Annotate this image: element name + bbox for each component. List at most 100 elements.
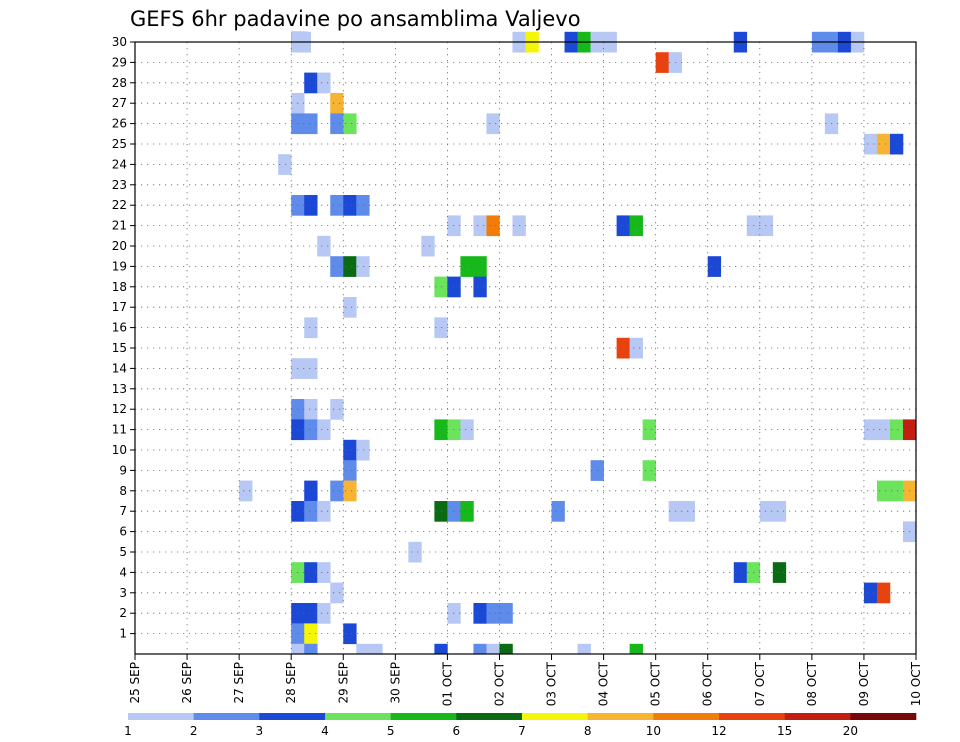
heatmap-cell xyxy=(304,195,318,216)
heatmap-cell xyxy=(343,256,357,277)
heatmap-cell xyxy=(304,623,318,645)
heatmap-cell xyxy=(876,419,891,441)
y-tick-label: 18 xyxy=(112,280,127,294)
heatmap-cell xyxy=(772,562,787,583)
y-tick-label: 29 xyxy=(112,55,127,69)
colorbar-label: 4 xyxy=(321,724,329,738)
y-tick-label: 9 xyxy=(119,463,127,477)
colorbar-segment xyxy=(259,713,326,720)
colorbar: 1 2 3 4 5 6 7 8 10 12 15 20 xyxy=(124,713,917,738)
x-tick-label: 09 OCT xyxy=(857,661,871,706)
heatmap-cell xyxy=(434,643,448,655)
heatmap-cell xyxy=(551,501,565,522)
heatmap-cell xyxy=(317,72,331,94)
heatmap-cell xyxy=(304,419,318,441)
heatmap-cell xyxy=(759,215,774,237)
heatmap-cell xyxy=(460,419,474,441)
heatmap-cell xyxy=(629,643,643,655)
heatmap-cell xyxy=(356,256,370,277)
heatmap-cell xyxy=(473,276,487,298)
colorbar-segment xyxy=(719,713,785,720)
y-tick-label: 13 xyxy=(112,382,127,396)
heatmap-cell xyxy=(291,643,305,655)
heatmap-cell xyxy=(863,133,878,155)
y-tick-label: 5 xyxy=(119,545,127,559)
y-tick-label: 2 xyxy=(119,606,127,620)
colorbar-label: 12 xyxy=(711,724,726,738)
heatmap-cell xyxy=(239,480,253,502)
heatmap-cell xyxy=(304,113,318,135)
y-tick-label: 10 xyxy=(112,443,127,457)
heatmap-cell xyxy=(486,113,500,135)
colorbar-segment xyxy=(522,713,588,720)
heatmap-cell xyxy=(460,501,474,522)
y-tick-label: 20 xyxy=(112,239,127,253)
heatmap-cell xyxy=(616,215,630,237)
heatmap-cell xyxy=(304,562,318,583)
heatmap-cell xyxy=(655,52,669,73)
heatmap-cells xyxy=(239,31,917,655)
x-tick-label: 29 SEP xyxy=(336,662,350,704)
x-tick-label: 10 OCT xyxy=(909,661,923,706)
colorbar-segment xyxy=(193,713,260,720)
heatmap-cell xyxy=(642,460,656,481)
heatmap-cell xyxy=(317,501,331,522)
heatmap-cell xyxy=(330,113,344,135)
x-tick-label: 05 OCT xyxy=(649,661,663,706)
heatmap-cell xyxy=(330,399,344,420)
heatmap-cell xyxy=(343,439,357,461)
heatmap-cell xyxy=(772,501,787,522)
y-axis-ticks: 1234567891011121314151617181920212223242… xyxy=(112,35,135,641)
colorbar-label: 1 xyxy=(124,724,132,738)
x-tick-label: 28 SEP xyxy=(284,662,298,704)
heatmap-cell xyxy=(876,480,891,502)
y-tick-label: 19 xyxy=(112,259,127,273)
grid-lines xyxy=(135,41,916,654)
heatmap-cell xyxy=(408,541,422,563)
heatmap-cell xyxy=(486,603,500,624)
y-tick-label: 23 xyxy=(112,178,127,192)
y-tick-label: 3 xyxy=(119,586,127,600)
heatmap-cell xyxy=(759,501,774,522)
heatmap-cell xyxy=(356,439,370,461)
y-tick-label: 21 xyxy=(112,219,127,233)
heatmap-cell xyxy=(278,154,292,175)
heatmap-cell xyxy=(889,480,904,502)
heatmap-cell xyxy=(317,562,331,583)
colorbar-segment xyxy=(325,713,391,720)
heatmap-cell xyxy=(343,113,357,135)
heatmap-cell xyxy=(876,133,891,155)
heatmap-cell xyxy=(473,603,487,624)
x-tick-label: 30 SEP xyxy=(388,662,402,704)
heatmap-cell xyxy=(330,582,344,604)
heatmap-cell xyxy=(889,133,904,155)
heatmap-cell xyxy=(499,643,513,655)
colorbar-label: 20 xyxy=(843,724,858,738)
colorbar-segment xyxy=(456,713,523,720)
colorbar-segment xyxy=(587,713,654,720)
chart-title: GEFS 6hr padavine po ansamblima Valjevo xyxy=(130,7,581,31)
colorbar-label: 10 xyxy=(646,724,661,738)
heatmap-cell xyxy=(343,623,357,645)
heatmap-cell xyxy=(304,603,318,624)
heatmap-cell xyxy=(343,460,357,481)
y-tick-label: 14 xyxy=(112,361,127,375)
heatmap-cell xyxy=(317,603,331,624)
heatmap-cell xyxy=(304,501,318,522)
heatmap-cell xyxy=(629,215,643,237)
heatmap-cell xyxy=(330,256,344,277)
colorbar-label: 8 xyxy=(584,724,592,738)
heatmap-cell xyxy=(876,582,891,604)
heatmap-cell xyxy=(499,603,513,624)
x-tick-label: 25 SEP xyxy=(128,662,142,704)
heatmap-cell xyxy=(629,337,643,359)
heatmap-cell xyxy=(863,419,878,441)
y-tick-label: 12 xyxy=(112,402,127,416)
colorbar-label: 2 xyxy=(190,724,198,738)
y-tick-label: 11 xyxy=(112,423,127,437)
heatmap-cell xyxy=(486,643,500,655)
x-tick-label: 04 OCT xyxy=(597,661,611,706)
colorbar-segment xyxy=(128,713,194,720)
y-tick-label: 17 xyxy=(112,300,127,314)
